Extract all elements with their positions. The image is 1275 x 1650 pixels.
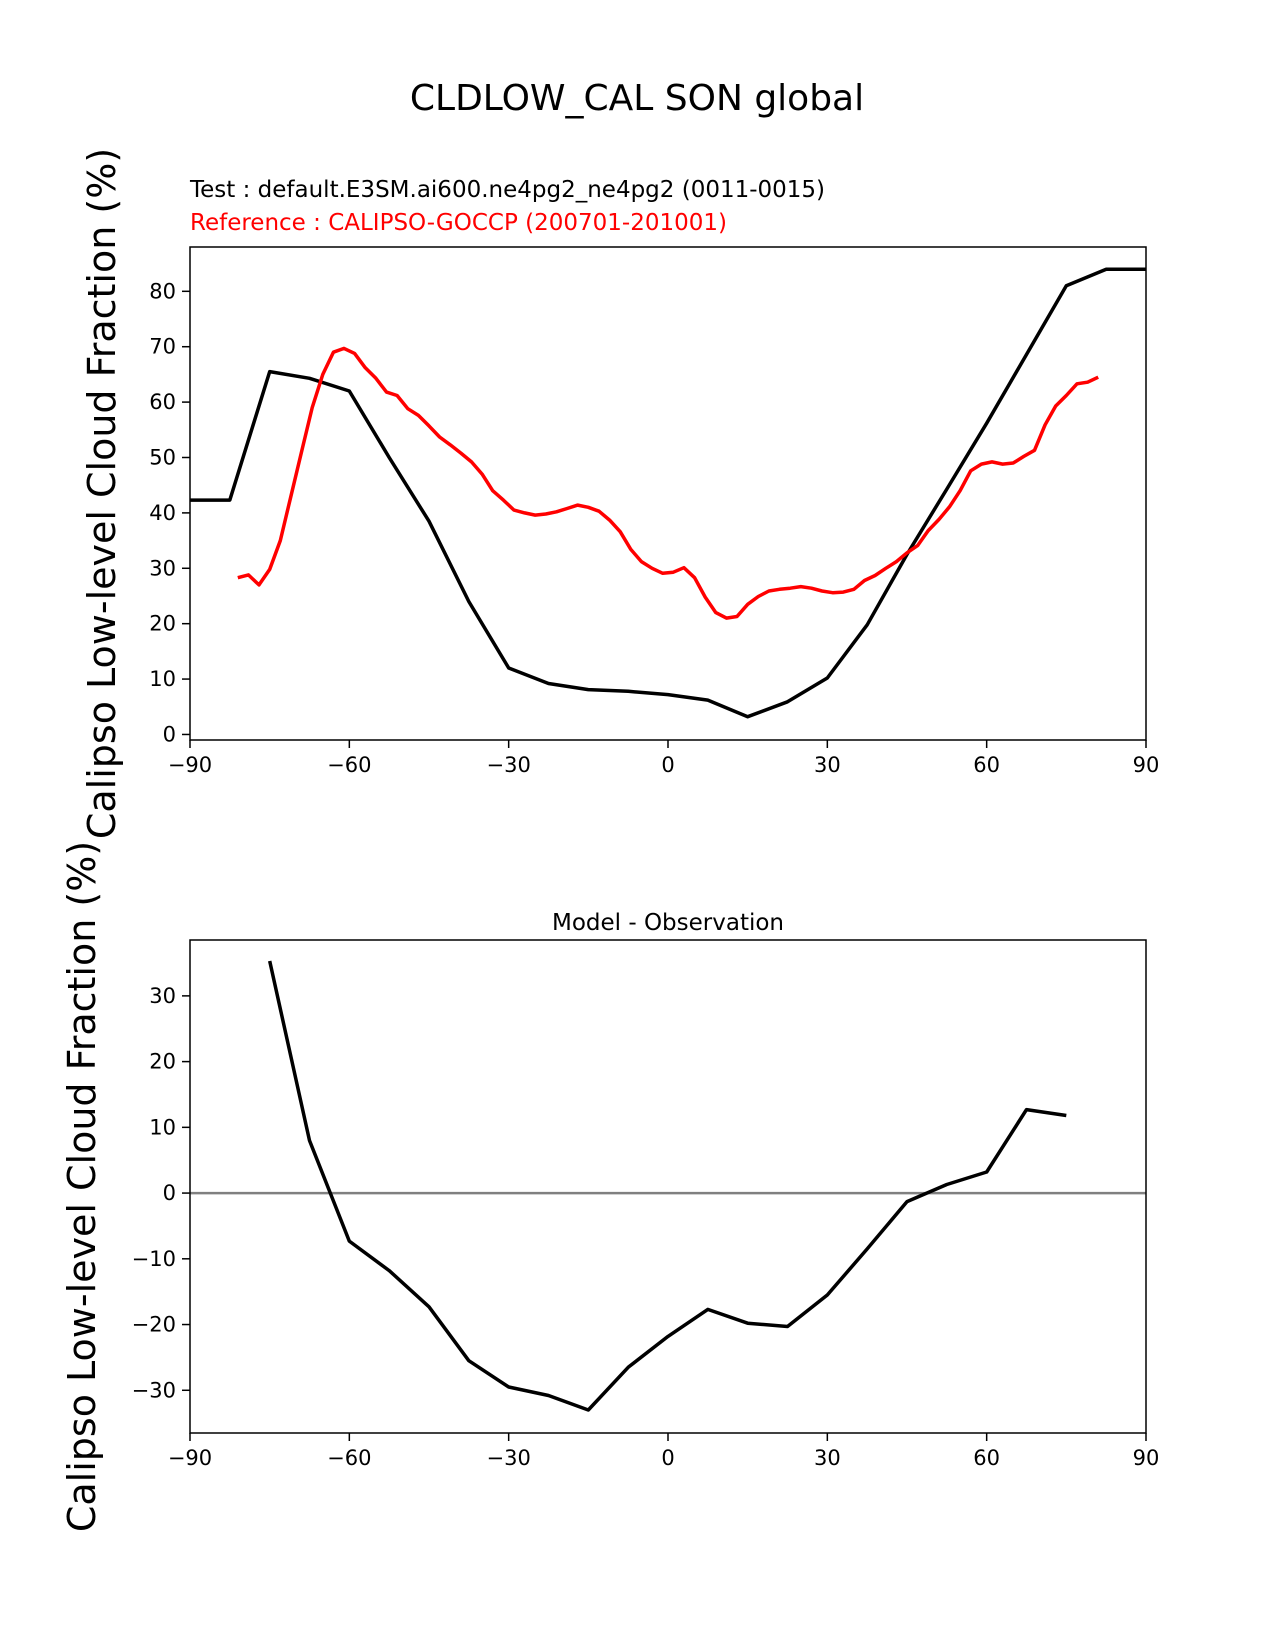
series-line-reference <box>237 346 1099 620</box>
plot-frame <box>189 246 1147 741</box>
x-tick-label: −90 <box>168 1446 212 1470</box>
x-tick-label: −60 <box>327 1446 371 1470</box>
x-tick-label: −60 <box>327 753 371 777</box>
x-tick-label: −30 <box>487 753 531 777</box>
y-tick-label: 0 <box>163 722 176 746</box>
x-tick-label: 0 <box>661 753 674 777</box>
y-tick-label: 30 <box>149 556 176 580</box>
y-tick-label: 40 <box>149 501 176 525</box>
top-panel: −90 −60 −30 0 30 60 90 0 10 20 30 40 50 60 70 80 Calipso… <box>80 148 1159 839</box>
y-tick-label: 20 <box>149 1050 176 1074</box>
x-tick-label: −30 <box>487 1446 531 1470</box>
y-tick-label: 70 <box>149 335 176 359</box>
y-tick-label: 50 <box>149 445 176 469</box>
series-line-model-observation <box>267 960 1067 1412</box>
y-tick-label: −10 <box>132 1247 176 1271</box>
figure-suptitle: CLDLOW_CAL SON global <box>410 78 864 119</box>
y-tick-label: 60 <box>149 390 176 414</box>
x-tick-label: 90 <box>1133 753 1160 777</box>
x-tick-label: −90 <box>168 753 212 777</box>
x-tick-label: 60 <box>973 1446 1000 1470</box>
difference-panel: Model - Observation −90 −60 −30 0 30 60 90 −30 −2… <box>60 841 1159 1532</box>
y-tick-label: −30 <box>132 1378 176 1402</box>
y-axis-label: Calipso Low-level Cloud Fraction (%) <box>80 148 124 839</box>
y-tick-label: 20 <box>149 612 176 636</box>
y-tick-label: 80 <box>149 279 176 303</box>
x-tick-label: 90 <box>1133 1446 1160 1470</box>
y-tick-label: −20 <box>132 1313 176 1337</box>
panel-title: Model - Observation <box>552 910 784 936</box>
series-line-test <box>190 267 1146 719</box>
plot-frame <box>189 939 1147 1434</box>
x-tick-label: 30 <box>814 753 841 777</box>
x-tick-label: 60 <box>973 753 1000 777</box>
y-tick-label: 0 <box>163 1181 176 1205</box>
y-tick-label: 10 <box>149 667 176 691</box>
x-tick-label: 30 <box>814 1446 841 1470</box>
x-tick-label: 0 <box>661 1446 674 1470</box>
test-label: Test : default.E3SM.ai600.ne4pg2_ne4pg2 … <box>189 177 825 203</box>
reference-label: Reference : CALIPSO-GOCCP (200701-201001… <box>190 210 727 236</box>
y-tick-label: 10 <box>149 1115 176 1139</box>
y-axis-label: Calipso Low-level Cloud Fraction (%) <box>60 841 104 1532</box>
y-tick-label: 30 <box>149 984 176 1008</box>
